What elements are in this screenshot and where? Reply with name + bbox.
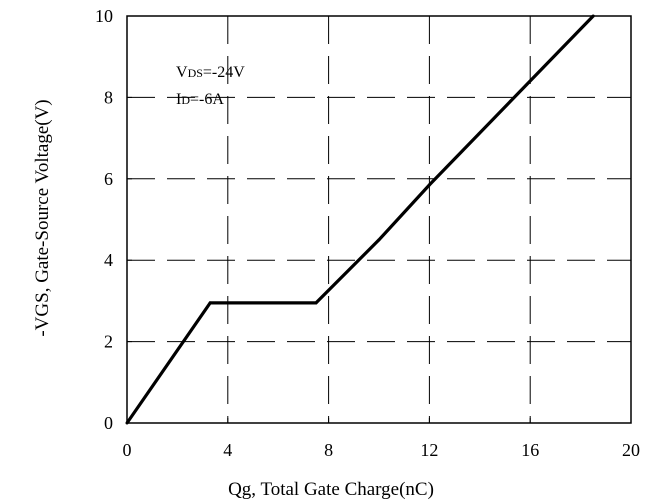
x-axis-ticks: 0 4 8 12 16 20	[123, 418, 640, 460]
y-tick-label: 6	[104, 169, 113, 189]
x-tick-label: 4	[223, 440, 232, 460]
x-tick-label: 12	[420, 440, 438, 460]
grid-lines	[127, 16, 631, 423]
y-tick-label: 4	[104, 250, 113, 270]
x-tick-label: 8	[324, 440, 333, 460]
x-tick-label: 0	[123, 440, 132, 460]
data-point	[314, 301, 318, 305]
annotation-vds: VDS=-24V	[176, 64, 245, 81]
y-tick-label: 0	[104, 413, 113, 433]
data-point	[427, 183, 431, 187]
data-point	[591, 14, 595, 18]
y-tick-label: 8	[104, 87, 113, 107]
series-line	[125, 14, 595, 424]
series-points	[125, 14, 595, 425]
y-axis-ticks: 0 2 4 6 8 10	[95, 6, 132, 433]
plot-frame	[126, 15, 632, 424]
y-tick-label: 10	[95, 6, 113, 26]
y-axis-title: -VGS, Gate-Source Voltage(V)	[32, 99, 53, 336]
x-tick-label: 16	[521, 440, 539, 460]
x-tick-label: 20	[622, 440, 640, 460]
data-point	[125, 421, 129, 425]
data-point	[377, 238, 381, 242]
data-point	[208, 301, 212, 305]
annotation-id: ID=-6A	[176, 91, 224, 108]
x-axis-title: Qg, Total Gate Charge(nC)	[228, 479, 434, 500]
y-tick-label: 2	[104, 332, 113, 352]
